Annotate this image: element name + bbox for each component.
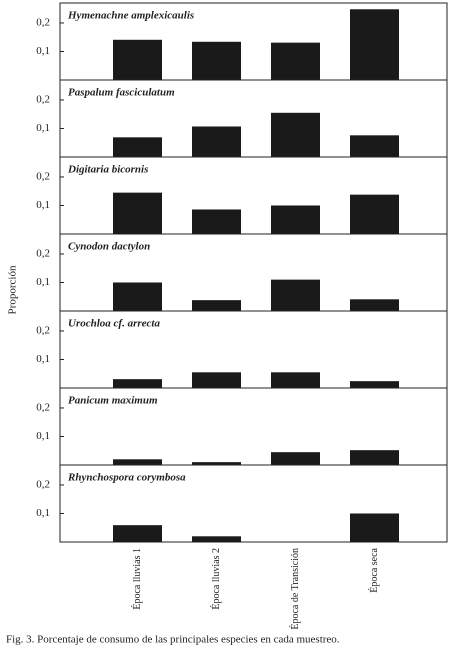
y-tick-label: 0,2: [36, 170, 50, 182]
panel-title: Hymenachne amplexicaulis: [67, 10, 194, 22]
bar: [192, 41, 241, 80]
y-tick-label: 0,1: [36, 199, 50, 211]
y-tick-label: 0,1: [36, 45, 50, 57]
x-tick-label: Época seca: [368, 547, 380, 592]
bar: [113, 39, 162, 80]
bar: [271, 112, 320, 157]
bar: [271, 372, 320, 388]
y-tick-label: 0,1: [36, 507, 50, 519]
panel-frame: [59, 464, 448, 543]
bar: [271, 279, 320, 311]
bar: [192, 300, 241, 311]
y-axis-label: Proporción: [7, 265, 19, 314]
bar: [113, 379, 162, 388]
x-tick-label: Época lluvias 1: [131, 548, 143, 610]
y-tick-label: 0,2: [36, 16, 50, 28]
y-tick-label: 0,2: [36, 93, 50, 105]
y-tick-label: 0,1: [36, 353, 50, 365]
bar: [350, 135, 399, 157]
panel-title: Paspalum fasciculatum: [68, 87, 175, 99]
bar: [113, 282, 162, 311]
bar: [350, 299, 399, 311]
panel-title: Digitaria bicornis: [67, 164, 148, 176]
bar: [113, 459, 162, 465]
bar: [350, 513, 399, 542]
x-tick-label: Época lluvias 2: [210, 548, 222, 610]
bar: [271, 42, 320, 80]
bar: [350, 450, 399, 465]
panel-title: Panicum maximum: [68, 395, 158, 407]
y-tick-label: 0,1: [36, 430, 50, 442]
x-tick-label: Época de Transición: [289, 548, 301, 630]
bar: [192, 126, 241, 157]
bar: [350, 381, 399, 388]
y-tick-label: 0,1: [36, 122, 50, 134]
y-tick-label: 0,2: [36, 401, 50, 413]
bar: [113, 137, 162, 157]
bar: [113, 525, 162, 542]
bar: [192, 462, 241, 465]
y-tick-label: 0,1: [36, 276, 50, 288]
panel-title: Rhynchospora corymbosa: [67, 472, 186, 484]
bar: [350, 194, 399, 234]
y-tick-label: 0,2: [36, 478, 50, 490]
y-tick-label: 0,2: [36, 324, 50, 336]
bar: [271, 205, 320, 234]
y-tick-label: 0,2: [36, 247, 50, 259]
bar: [271, 452, 320, 465]
bar: [192, 209, 241, 234]
panel-title: Cynodon dactylon: [68, 241, 150, 253]
bar: [192, 372, 241, 388]
caption: Fig. 3. Porcentaje de consumo de las pri…: [6, 634, 340, 646]
bar: [113, 192, 162, 234]
bar: [350, 9, 399, 81]
panel-title: Urochloa cf. arrecta: [68, 318, 160, 330]
bar: [192, 536, 241, 542]
